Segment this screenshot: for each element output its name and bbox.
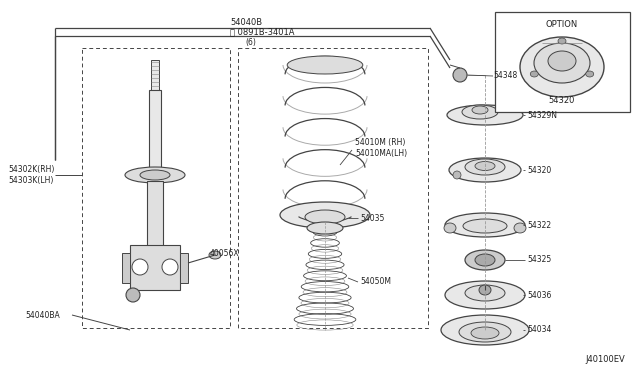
Ellipse shape [305,210,345,224]
Ellipse shape [531,71,538,77]
Bar [149,90,161,185]
Text: 54348: 54348 [493,71,517,80]
Ellipse shape [162,259,178,275]
Ellipse shape [126,288,140,302]
Text: 54050M: 54050M [360,278,391,286]
Bar [82,48,230,328]
Ellipse shape [209,251,221,259]
Bar [147,181,163,251]
Text: OPTION: OPTION [546,19,578,29]
Text: 54302K(RH)
54303K(LH): 54302K(RH) 54303K(LH) [8,165,54,185]
Ellipse shape [307,222,343,234]
Ellipse shape [441,315,529,345]
Text: 54040B: 54040B [230,17,262,26]
Ellipse shape [475,161,495,170]
Text: 54035: 54035 [360,214,385,222]
Ellipse shape [520,37,604,97]
Bar [130,245,180,290]
Text: 40056X: 40056X [210,248,239,257]
Ellipse shape [548,51,576,71]
Ellipse shape [132,259,148,275]
Ellipse shape [453,171,461,179]
Text: 54322: 54322 [527,221,551,230]
Text: 54320: 54320 [527,166,551,174]
Ellipse shape [465,159,505,175]
Bar [495,12,630,112]
Ellipse shape [444,223,456,233]
Ellipse shape [447,105,523,125]
Ellipse shape [472,106,488,114]
Ellipse shape [462,105,498,119]
Ellipse shape [445,213,525,237]
Ellipse shape [475,254,495,266]
Bar [122,253,130,283]
Ellipse shape [558,38,566,44]
Ellipse shape [586,71,594,77]
Text: 54036: 54036 [527,291,552,299]
Ellipse shape [449,158,521,182]
Ellipse shape [479,285,491,295]
Ellipse shape [459,322,511,342]
Ellipse shape [280,202,370,228]
Ellipse shape [140,170,170,180]
Bar [238,48,428,328]
Text: J40100EV: J40100EV [585,356,625,365]
Bar [151,60,159,90]
Bar [180,253,188,283]
Ellipse shape [463,219,507,233]
Ellipse shape [125,167,185,183]
Text: 54329N: 54329N [527,110,557,119]
Text: 54034: 54034 [527,326,552,334]
Ellipse shape [471,327,499,339]
Ellipse shape [445,281,525,309]
Ellipse shape [465,250,505,270]
Ellipse shape [287,56,363,74]
Text: (6): (6) [245,38,256,46]
Text: 54040BA: 54040BA [25,311,60,320]
Text: ⓝ 0891B-3401A: ⓝ 0891B-3401A [230,28,294,36]
Ellipse shape [465,285,505,301]
Ellipse shape [514,223,526,233]
Text: 54320: 54320 [549,96,575,105]
Ellipse shape [534,43,590,83]
Ellipse shape [453,68,467,82]
Text: 54325: 54325 [527,256,551,264]
Text: 54010M (RH)
54010MA(LH): 54010M (RH) 54010MA(LH) [355,138,407,158]
